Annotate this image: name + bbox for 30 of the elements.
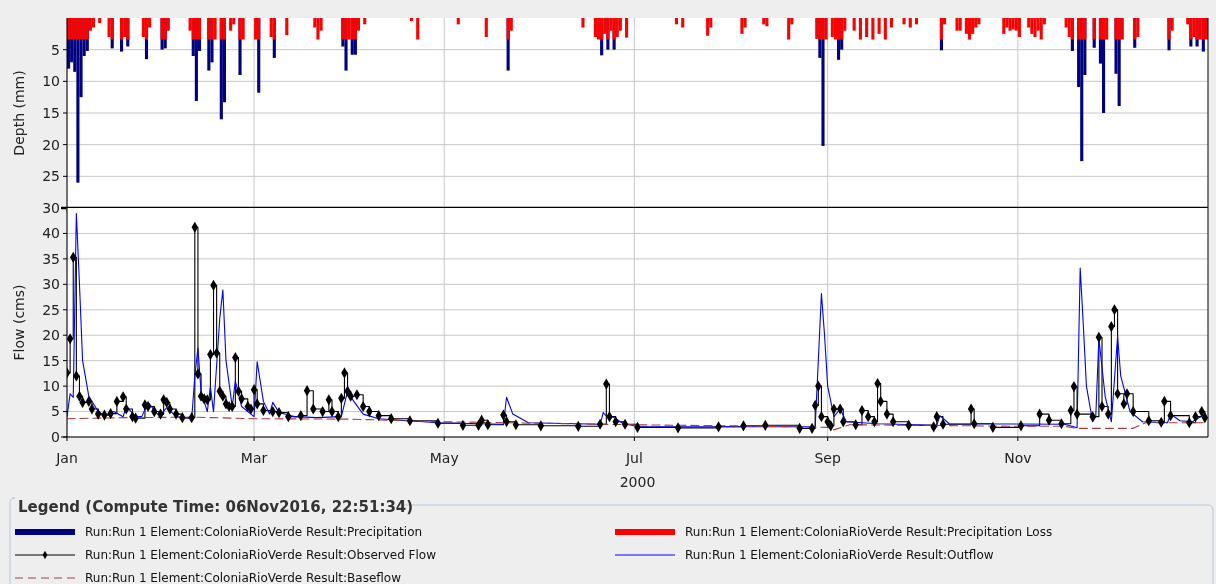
- y-tick-label: 15: [42, 352, 60, 369]
- x-axis-title: 2000: [619, 474, 656, 490]
- x-tick-label: Nov: [1004, 450, 1032, 466]
- y-tick-label: 5: [51, 41, 60, 58]
- legend-label: Run:Run 1 Element:ColoniaRioVerde Result:Precipitation Loss: [685, 525, 1053, 540]
- x-tick-label: Mar: [240, 450, 268, 466]
- y-tick-label: 5: [51, 403, 60, 420]
- y-tick-label: 20: [42, 136, 60, 153]
- x-tick-label: Jul: [624, 450, 643, 466]
- legend-label: Run:Run 1 Element:ColoniaRioVerde Result:Baseflow: [85, 571, 402, 584]
- y-tick-label: 35: [42, 250, 60, 267]
- y-tick-label: 0: [51, 428, 60, 445]
- legend-label: Run:Run 1 Element:ColoniaRioVerde Result:Precipitation: [85, 525, 423, 540]
- legend-label: Run:Run 1 Element:ColoniaRioVerde Result:Observed Flow: [85, 548, 437, 563]
- x-tick-label: May: [429, 450, 459, 466]
- y-tick-label: 20: [42, 327, 60, 344]
- legend-title: Legend (Compute Time: 06Nov2016, 22:51:34): [18, 498, 414, 516]
- y-tick-label: 25: [42, 301, 60, 318]
- y-tick-label: 40: [42, 225, 60, 242]
- y-tick-label: 10: [42, 378, 60, 395]
- x-tick-label: Jan: [55, 450, 78, 466]
- y-axis-title: Flow (cms): [11, 284, 27, 361]
- y-tick-label: 15: [42, 104, 60, 121]
- x-tick-label: Sep: [814, 450, 841, 466]
- y-tick-label: 25: [42, 168, 60, 185]
- y-tick-label: 30: [42, 199, 60, 216]
- y-axis-title: Depth (mm): [11, 70, 27, 156]
- legend-label: Run:Run 1 Element:ColoniaRioVerde Result:Outflow: [685, 548, 994, 563]
- y-tick-label: 30: [42, 276, 60, 293]
- y-tick-label: 10: [42, 73, 60, 90]
